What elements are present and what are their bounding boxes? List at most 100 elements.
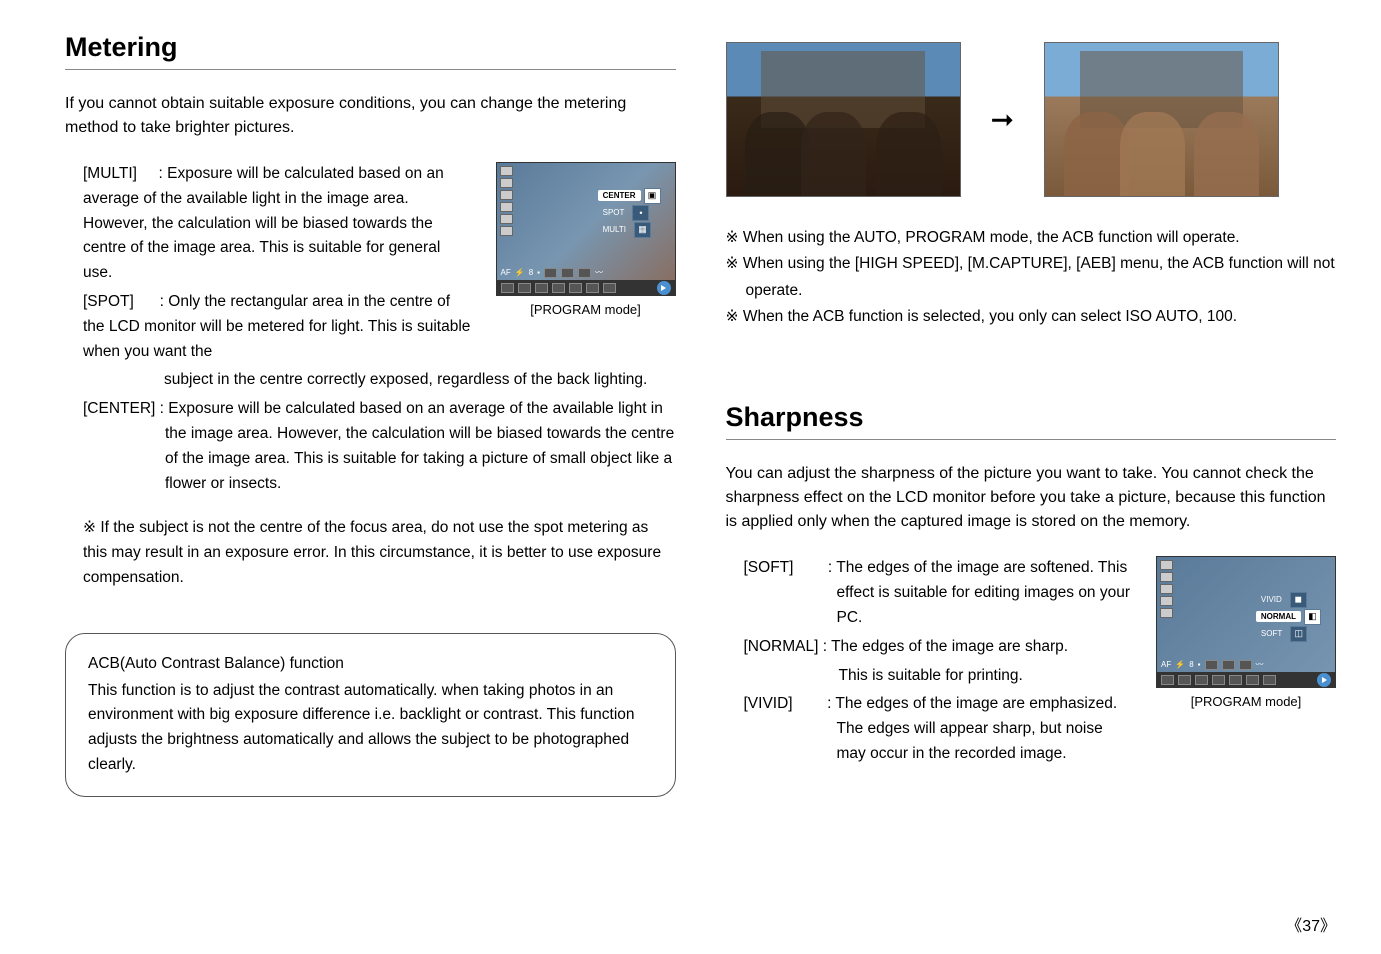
bullet-char: ※	[726, 255, 739, 272]
center-desc: : Exposure will be calculated based on a…	[160, 400, 675, 491]
vivid-label: [VIVID]	[744, 695, 793, 712]
person-silhouette	[1120, 112, 1185, 196]
callout-body: This function is to adjust the contrast …	[88, 679, 653, 778]
bullet-2: ※ When using the [HIGH SPEED], [M.CAPTUR…	[726, 251, 1337, 304]
angle-open: 《	[1286, 918, 1302, 935]
callout-title: ACB(Auto Contrast Balance) function	[88, 652, 653, 677]
flash-icon: ⚡	[1175, 660, 1185, 669]
menu-spot-label: SPOT	[598, 207, 630, 218]
sharpness-preview-caption: [PROGRAM mode]	[1156, 694, 1336, 709]
status-icon	[552, 283, 565, 293]
bullet-char: ※	[726, 229, 739, 246]
person-silhouette	[1194, 112, 1259, 196]
status-icon	[586, 283, 599, 293]
icon-tiny	[500, 190, 513, 200]
person-silhouette	[801, 112, 866, 196]
wave-icon: 〰	[595, 267, 603, 278]
vivid-desc: : The edges of the image are emphasized.…	[827, 695, 1117, 762]
menu-item-multi: MULTI ▦	[598, 221, 661, 238]
center-icon: ▣	[644, 188, 661, 204]
bullet-2-text: When using the [HIGH SPEED], [M.CAPTURE]…	[743, 255, 1335, 298]
status-row-2	[1157, 672, 1335, 687]
status-icon	[1239, 660, 1252, 670]
spot-cont-row: subject in the centre correctly exposed,…	[65, 368, 676, 393]
bullet-1-text: When using the AUTO, PROGRAM mode, the A…	[743, 229, 1240, 246]
soft-icon: ◫	[1290, 626, 1307, 642]
acb-bullets: ※ When using the AUTO, PROGRAM mode, the…	[726, 225, 1337, 330]
menu-item-normal: NORMAL ◧	[1256, 608, 1321, 625]
spot-desc: : Only the rectangular area in the centr…	[83, 293, 470, 360]
exposure-num: 8	[529, 268, 533, 277]
spot-desc-cont: subject in the centre correctly exposed,…	[164, 368, 647, 393]
status-icon	[1195, 675, 1208, 685]
status-icon	[1222, 660, 1235, 670]
preview-bottom: AF ⚡ 8 ▪ 〰	[497, 265, 675, 295]
page-number: 《37》	[1286, 912, 1336, 936]
normal-icon: ◧	[1304, 609, 1321, 625]
exposure-num: 8	[1189, 660, 1193, 669]
menu-item-vivid: VIVID ◼	[1256, 591, 1321, 608]
status-icon	[1178, 675, 1191, 685]
before-after-images: ➞	[726, 42, 1337, 197]
play-icon	[657, 281, 671, 295]
preview-menu: CENTER ▣ SPOT • MULTI ▦	[598, 187, 661, 238]
preview-screen: CENTER ▣ SPOT • MULTI ▦	[496, 162, 676, 296]
spot-label: [SPOT]	[83, 293, 134, 310]
title-rule	[726, 439, 1337, 440]
status-icon	[501, 283, 514, 293]
note-text: If the subject is not the centre of the …	[83, 519, 661, 586]
wave-icon: 〰	[1256, 659, 1264, 670]
metering-note: ※ If the subject is not the centre of th…	[65, 516, 676, 590]
bullet-char: ※	[83, 519, 96, 536]
status-icon	[1205, 660, 1218, 670]
icon-tiny	[500, 226, 513, 236]
icon-tiny	[1160, 584, 1173, 594]
status-icon	[561, 268, 574, 278]
title-rule	[65, 69, 676, 70]
bullet-char: ※	[726, 308, 739, 325]
menu-soft-label: SOFT	[1256, 628, 1287, 639]
af-label: AF	[501, 268, 511, 277]
icon-tiny	[1160, 596, 1173, 606]
icon-tiny	[500, 178, 513, 188]
page-num-value: 37	[1302, 918, 1320, 935]
preview-bottom: AF ⚡ 8 ▪ 〰	[1157, 657, 1335, 687]
normal-desc: : The edges of the image are sharp.	[823, 638, 1068, 655]
preview-left-icons	[500, 166, 513, 236]
menu-item-spot: SPOT •	[598, 204, 661, 221]
person-silhouette	[876, 112, 941, 196]
option-multi-block: [MULTI] : Exposure will be calculated ba…	[65, 162, 676, 364]
sharpness-options: [SOFT] : The edges of the image are soft…	[726, 556, 1337, 766]
icon-small: ▪	[1198, 660, 1201, 669]
bullet-1: ※ When using the AUTO, PROGRAM mode, the…	[726, 225, 1337, 251]
normal-desc2: This is suitable for printing.	[839, 664, 1023, 689]
icon-tiny	[1160, 608, 1173, 618]
play-triangle-icon	[661, 285, 666, 291]
sharpness-title: Sharpness	[726, 402, 1337, 433]
right-column: ➞ ※ When using the AUTO, PROGRAM mode, t…	[726, 32, 1337, 934]
center-label: [CENTER]	[83, 400, 155, 417]
normal-label: [NORMAL]	[744, 638, 819, 655]
vivid-icon: ◼	[1290, 592, 1307, 608]
page-container: Metering If you cannot obtain suitable e…	[65, 32, 1336, 934]
status-icon	[544, 268, 557, 278]
multi-desc: : Exposure will be calculated based on a…	[83, 165, 444, 281]
bullet-3: ※ When the ACB function is selected, you…	[726, 304, 1337, 330]
sharpness-menu: VIVID ◼ NORMAL ◧ SOFT ◫	[1256, 591, 1321, 642]
sharpness-screen: VIVID ◼ NORMAL ◧ SOFT ◫	[1156, 556, 1336, 688]
photo-after	[1044, 42, 1279, 197]
sharpness-section: Sharpness You can adjust the sharpness o…	[726, 402, 1337, 766]
status-icon	[1212, 675, 1225, 685]
flash-icon: ⚡	[515, 268, 525, 277]
play-icon	[1317, 673, 1331, 687]
icon-tiny	[1160, 572, 1173, 582]
sharpness-preview: VIVID ◼ NORMAL ◧ SOFT ◫	[1156, 556, 1336, 709]
status-icon	[1229, 675, 1242, 685]
metering-preview: CENTER ▣ SPOT • MULTI ▦	[496, 162, 676, 317]
arrow-icon: ➞	[991, 103, 1014, 136]
menu-vivid-label: VIVID	[1256, 594, 1287, 605]
multi-label: [MULTI]	[83, 165, 137, 182]
status-icon	[569, 283, 582, 293]
menu-item-center: CENTER ▣	[598, 187, 661, 204]
multi-icon: ▦	[634, 222, 651, 238]
